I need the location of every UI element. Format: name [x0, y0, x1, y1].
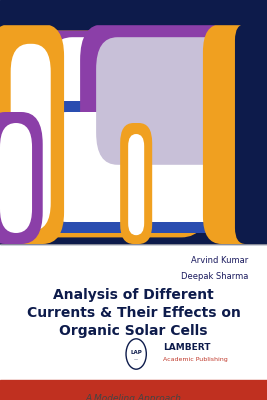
Text: Analysis of Different
Currents & Their Effects on
Organic Solar Cells: Analysis of Different Currents & Their E…: [26, 288, 241, 338]
FancyBboxPatch shape: [0, 112, 43, 244]
FancyBboxPatch shape: [32, 31, 267, 229]
Text: Arvind Kumar: Arvind Kumar: [191, 256, 248, 265]
Bar: [0, 24, 267, 244]
Text: A Modeling Approach: A Modeling Approach: [85, 394, 182, 400]
FancyBboxPatch shape: [128, 134, 144, 235]
Text: —: —: [134, 357, 138, 361]
FancyBboxPatch shape: [11, 44, 51, 231]
FancyBboxPatch shape: [96, 37, 256, 165]
FancyBboxPatch shape: [0, 31, 208, 238]
FancyBboxPatch shape: [0, 24, 64, 244]
Bar: [0, 0, 267, 24]
Text: Deepak Sharma: Deepak Sharma: [181, 272, 248, 281]
FancyBboxPatch shape: [45, 112, 238, 222]
FancyBboxPatch shape: [235, 24, 267, 244]
Bar: [0, 244, 267, 380]
FancyBboxPatch shape: [80, 24, 267, 178]
Bar: [0, 380, 267, 400]
FancyBboxPatch shape: [27, 101, 254, 233]
FancyBboxPatch shape: [120, 123, 152, 244]
Text: Academic Publishing: Academic Publishing: [163, 358, 228, 362]
FancyBboxPatch shape: [203, 24, 267, 244]
Text: LAMBERT: LAMBERT: [163, 344, 210, 352]
FancyBboxPatch shape: [0, 123, 32, 233]
Text: LAP: LAP: [130, 350, 142, 354]
FancyBboxPatch shape: [48, 37, 256, 218]
